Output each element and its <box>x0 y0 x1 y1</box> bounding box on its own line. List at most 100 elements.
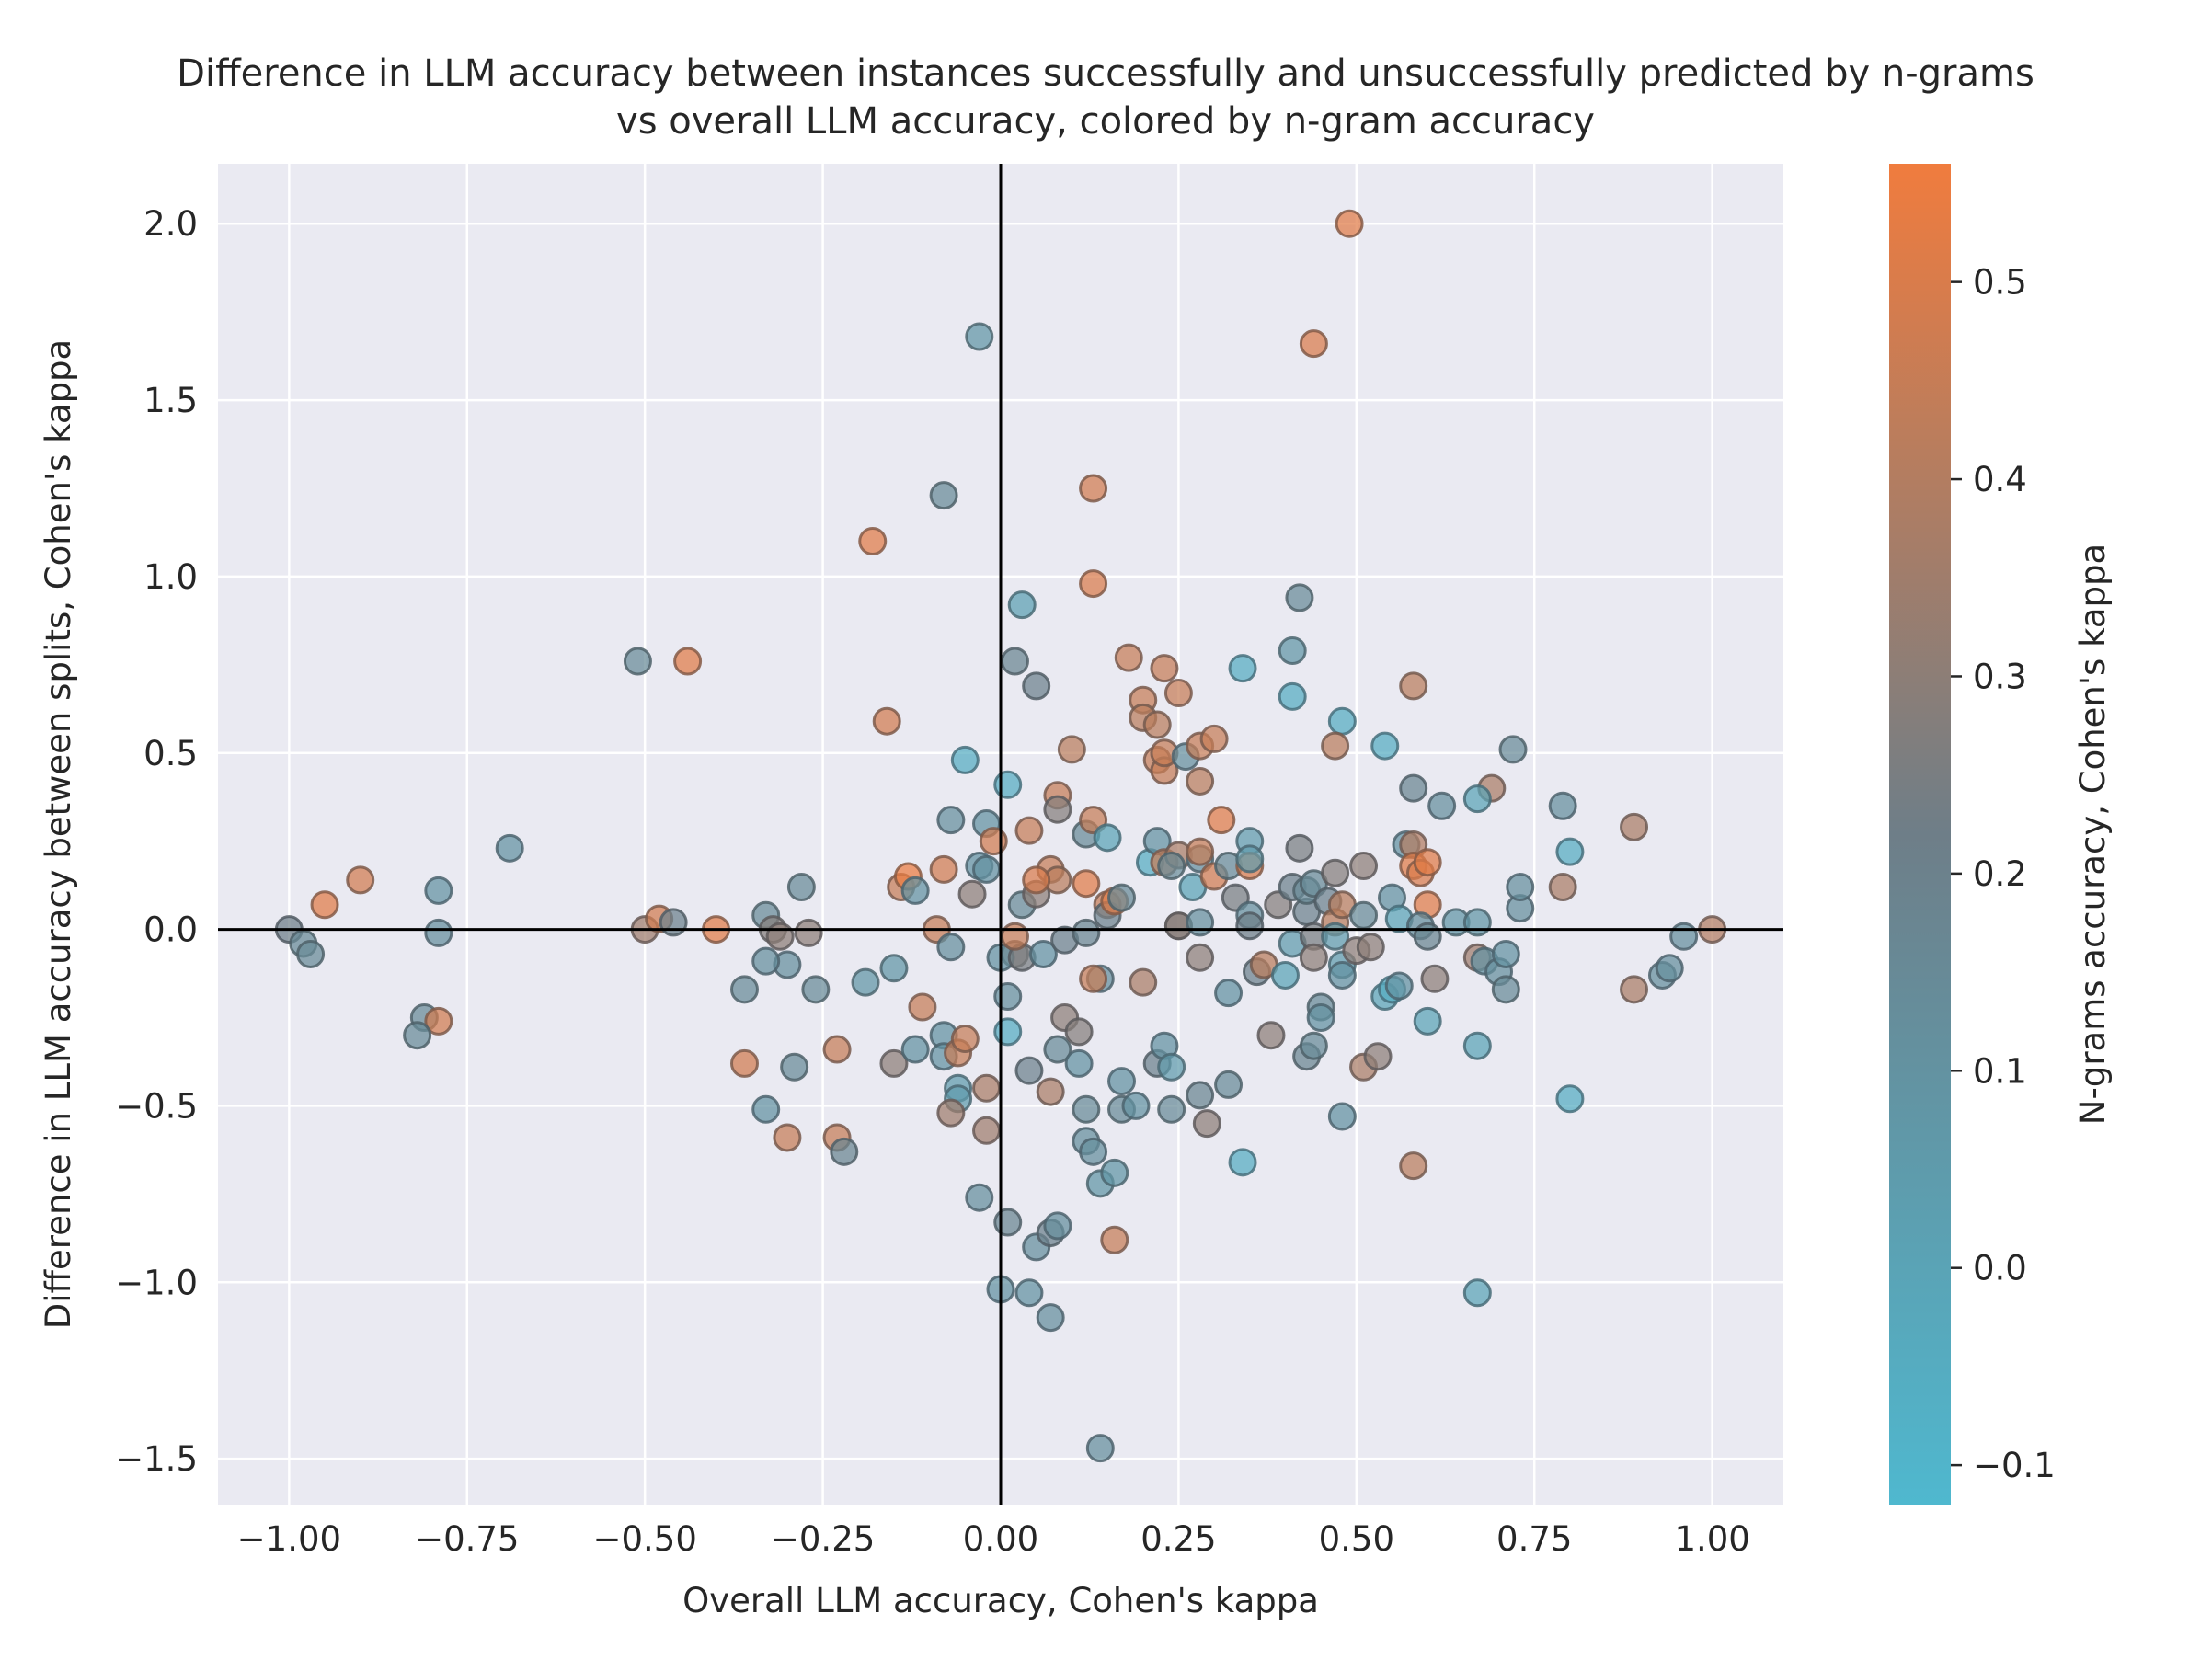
data-point-235 <box>1491 939 1520 968</box>
data-point-3 <box>929 481 958 510</box>
data-point-228 <box>1413 1006 1442 1036</box>
data-point-244 <box>1620 975 1649 1004</box>
data-point-17 <box>1278 681 1307 711</box>
data-point-174 <box>1214 979 1244 1008</box>
data-point-197 <box>1299 1031 1328 1060</box>
data-point-232 <box>1462 908 1492 937</box>
x-tick-label-4: 0.00 <box>963 1519 1038 1559</box>
data-point-76 <box>830 1137 859 1166</box>
data-point-247 <box>1669 922 1699 951</box>
data-point-240 <box>1462 1278 1492 1308</box>
data-point-85 <box>936 806 966 835</box>
data-point-190 <box>1285 833 1314 863</box>
data-point-125 <box>1022 865 1051 895</box>
data-point-141 <box>1072 869 1101 899</box>
y-tick-label-0: −1.5 <box>115 1439 198 1479</box>
data-point-80 <box>900 1035 930 1064</box>
data-point-23 <box>1142 710 1172 739</box>
y-tick-label-4: 0.5 <box>143 734 198 773</box>
x-tick-label-7: 0.75 <box>1496 1519 1572 1559</box>
data-point-151 <box>1121 1091 1151 1120</box>
data-point-206 <box>1327 960 1357 990</box>
data-point-55 <box>424 1006 453 1036</box>
y-tick-label-7: 2.0 <box>143 204 198 244</box>
data-point-227 <box>1420 964 1450 993</box>
y-tick-label-3: 0.0 <box>143 910 198 950</box>
data-point-5 <box>858 527 888 556</box>
data-point-114 <box>993 981 1023 1011</box>
data-point-195 <box>1299 943 1328 972</box>
data-point-7 <box>1007 590 1037 620</box>
data-point-128 <box>1043 1035 1072 1064</box>
data-point-226 <box>1413 922 1442 951</box>
data-point-36 <box>993 770 1023 799</box>
data-point-181 <box>1235 911 1265 941</box>
data-point-120 <box>1014 816 1044 845</box>
data-point-148 <box>1107 883 1137 912</box>
colorbar-tick-label-2: 0.1 <box>1973 1051 2027 1091</box>
data-point-33 <box>1186 766 1215 796</box>
data-point-64 <box>786 873 816 902</box>
y-axis-label: Difference in LLM accuracy between split… <box>39 339 78 1329</box>
data-point-92 <box>936 933 966 962</box>
data-point-20 <box>1163 679 1193 708</box>
data-point-16 <box>1278 635 1307 665</box>
data-point-12 <box>1022 671 1051 701</box>
data-point-110 <box>1043 1211 1072 1241</box>
data-point-25 <box>1321 731 1350 761</box>
data-point-130 <box>1064 1017 1094 1047</box>
data-point-45 <box>1498 735 1528 764</box>
data-point-103 <box>965 1183 994 1212</box>
data-point-152 <box>1129 967 1158 997</box>
data-point-140 <box>1093 823 1122 853</box>
data-point-230 <box>1399 1151 1428 1181</box>
data-point-185 <box>1256 1021 1286 1050</box>
data-point-179 <box>1235 844 1265 874</box>
data-point-134 <box>1079 1137 1108 1166</box>
data-point-67 <box>751 946 781 976</box>
data-point-39 <box>1399 773 1428 803</box>
x-tick-label-8: 1.00 <box>1674 1519 1749 1559</box>
data-point-169 <box>1186 908 1215 937</box>
data-point-84 <box>929 854 958 884</box>
data-point-163 <box>1157 1094 1186 1124</box>
data-point-41 <box>1427 791 1457 820</box>
data-point-246 <box>1655 954 1684 983</box>
data-point-168 <box>1207 806 1236 835</box>
data-point-184 <box>1228 1148 1257 1177</box>
data-point-187 <box>1270 960 1300 990</box>
data-point-121 <box>1000 922 1029 951</box>
data-point-47 <box>346 865 375 895</box>
data-point-53 <box>424 918 453 947</box>
data-point-65 <box>794 918 823 947</box>
y-tick-label-1: −1.0 <box>115 1263 198 1302</box>
data-point-4 <box>1079 474 1108 503</box>
data-point-71 <box>780 1052 809 1082</box>
data-point-63 <box>765 922 795 951</box>
data-point-107 <box>1036 1303 1065 1333</box>
data-point-35 <box>1199 724 1229 753</box>
data-point-49 <box>424 876 453 905</box>
data-point-100 <box>936 1098 966 1128</box>
data-point-239 <box>1462 1031 1492 1060</box>
chart-subtitle: vs overall LLM accuracy, colored by n-gr… <box>616 100 1595 143</box>
data-point-11 <box>1000 647 1029 676</box>
data-point-144 <box>1079 964 1108 993</box>
data-point-132 <box>1072 1094 1101 1124</box>
data-point-157 <box>1157 852 1186 881</box>
data-point-2 <box>965 322 994 351</box>
colorbar-tick-label-5: 0.4 <box>1973 460 2027 499</box>
data-point-207 <box>1327 1102 1357 1131</box>
data-point-79 <box>879 1048 909 1078</box>
x-tick-label-0: −1.00 <box>237 1519 341 1559</box>
data-point-24 <box>1327 706 1357 736</box>
data-point-223 <box>1413 848 1442 877</box>
data-point-171 <box>1186 1081 1215 1110</box>
y-tick-label-5: 1.0 <box>143 557 198 597</box>
data-point-201 <box>1321 858 1350 887</box>
data-point-46 <box>495 833 524 863</box>
data-point-9 <box>623 647 652 676</box>
data-point-27 <box>950 745 980 774</box>
data-point-93 <box>908 992 937 1022</box>
x-axis-ticks: −1.00 −0.75 −0.50 −0.25 0.00 0.25 0.50 0.75 1.00 <box>237 1519 1750 1559</box>
